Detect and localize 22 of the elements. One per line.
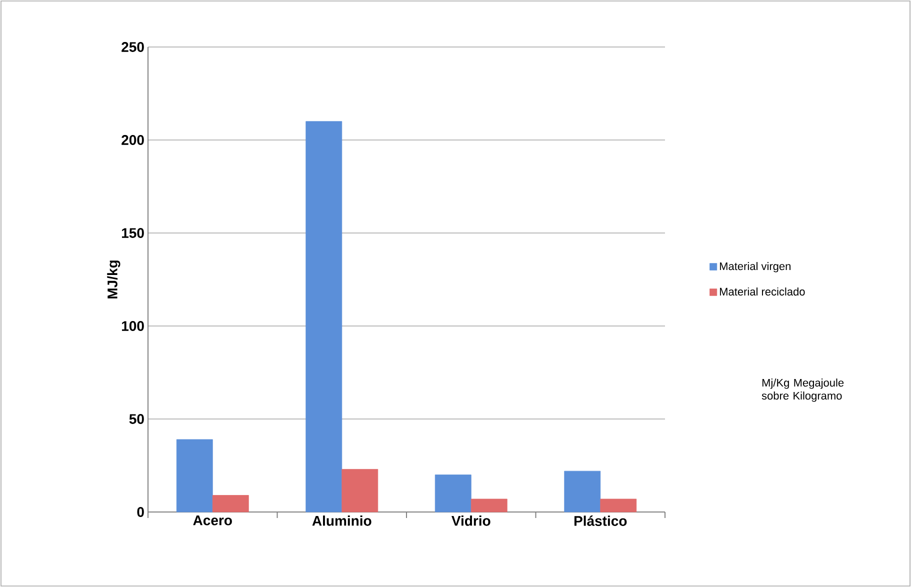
y-tick-label: 100	[122, 321, 144, 331]
y-tick-label: 0	[137, 507, 144, 517]
bar	[600, 498, 637, 512]
bar	[212, 495, 249, 512]
y-tick-label: 150	[122, 228, 144, 238]
legend-label: Material reciclado	[720, 288, 805, 296]
bar	[306, 121, 342, 512]
legend-label: Material virgen	[720, 262, 790, 272]
text: Mj/Kg Megajoule sobre Kilogramo	[762, 378, 844, 402]
bar	[176, 439, 213, 512]
y-tick-label: 250	[122, 42, 144, 52]
bar	[564, 470, 601, 512]
bar	[434, 474, 472, 512]
y-axis-title: MJ/kg	[107, 260, 120, 298]
x-tick-label: Acero	[193, 516, 232, 526]
bar	[342, 469, 378, 512]
y-tick-label: 200	[122, 135, 144, 145]
x-tick-label: Vidrio	[452, 516, 490, 526]
x-tick-label: Aluminio	[312, 516, 372, 526]
bar	[470, 498, 508, 512]
x-tick-label: Plástico	[574, 516, 627, 526]
y-tick-label: 50	[129, 414, 144, 424]
